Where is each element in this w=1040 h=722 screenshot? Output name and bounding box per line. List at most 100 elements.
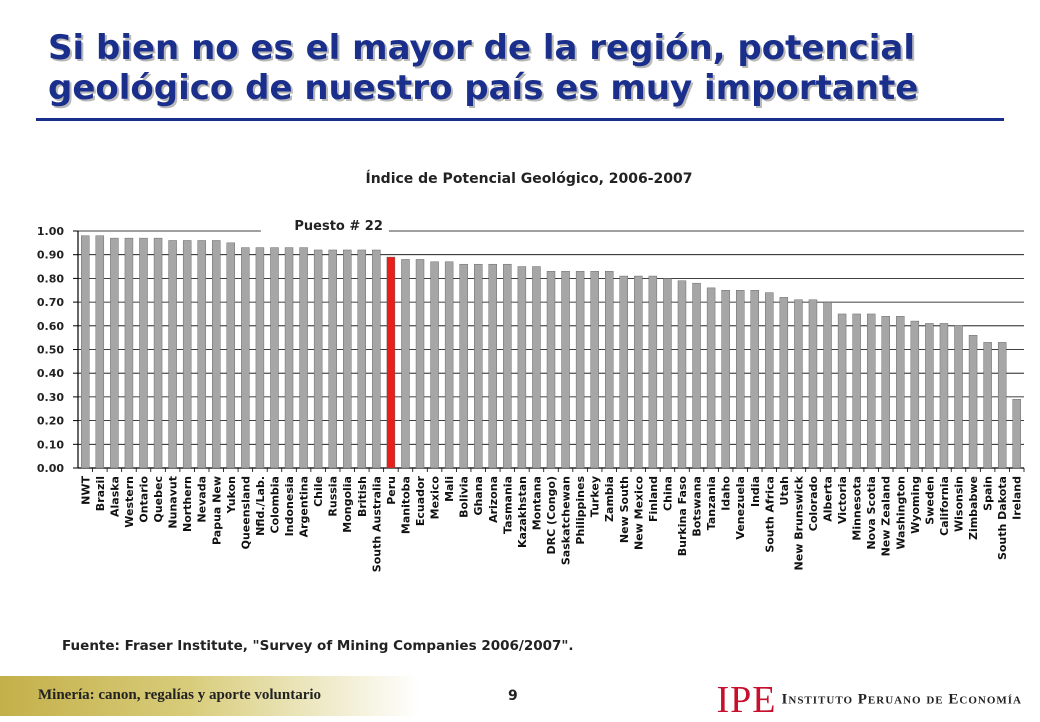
category-label: Finland bbox=[647, 476, 660, 522]
annotation-puesto: Puesto # 22 bbox=[294, 219, 383, 234]
bar bbox=[634, 275, 643, 469]
bar bbox=[474, 263, 483, 469]
bar bbox=[823, 301, 832, 469]
bar bbox=[430, 261, 439, 469]
bar bbox=[139, 237, 148, 469]
bar bbox=[284, 247, 294, 469]
bar bbox=[503, 263, 512, 469]
bar bbox=[459, 263, 468, 469]
category-label: Nunavut bbox=[167, 476, 180, 529]
bar bbox=[212, 240, 221, 469]
bar bbox=[357, 249, 367, 469]
category-label: Minnesota bbox=[851, 476, 864, 541]
y-tick-label: 0.20 bbox=[37, 415, 64, 428]
bar bbox=[328, 249, 337, 469]
bar bbox=[692, 282, 701, 469]
category-label: Colombia bbox=[268, 476, 281, 534]
bar bbox=[896, 316, 905, 469]
bar bbox=[168, 240, 177, 469]
category-label: Victoria bbox=[836, 476, 849, 524]
slide-title: Si bien no es el mayor de la región, pot… bbox=[48, 28, 919, 108]
bar bbox=[81, 235, 90, 469]
y-tick-label: 0.10 bbox=[37, 438, 64, 451]
category-label: Bolivia bbox=[458, 476, 471, 518]
bar bbox=[546, 271, 556, 469]
logo-mark: IPE bbox=[716, 679, 777, 721]
category-label: Nevada bbox=[196, 476, 209, 523]
category-label: Spain bbox=[982, 476, 995, 511]
bar bbox=[619, 275, 628, 469]
bar-chart: NWT Brazil Alaska Western Ontario Quebec Nunav… bbox=[37, 213, 1025, 572]
category-label: Manitoba bbox=[399, 476, 412, 534]
bar bbox=[808, 299, 818, 469]
bar bbox=[794, 299, 803, 469]
bar bbox=[124, 237, 134, 469]
annotation-background bbox=[260, 213, 389, 235]
bar bbox=[313, 249, 323, 469]
category-label: India bbox=[749, 476, 762, 507]
bar bbox=[95, 235, 105, 469]
footer-band bbox=[0, 676, 420, 716]
category-label: Nova Scotia bbox=[865, 476, 878, 550]
category-label: Wisonsin bbox=[953, 476, 966, 532]
category-label: New South bbox=[618, 476, 631, 543]
footer: Minería: canon, regalías y aporte volunt… bbox=[0, 676, 1040, 721]
logo-text: Instituto Peruano de Economía bbox=[781, 691, 1022, 708]
bar bbox=[605, 271, 614, 469]
category-label: Ecuador bbox=[414, 475, 427, 526]
bar bbox=[517, 266, 527, 469]
footer-title: Minería: canon, regalías y aporte volunt… bbox=[38, 687, 322, 703]
category-labels: NWT Brazil Alaska Western Ontario Quebec Nunav… bbox=[79, 475, 1023, 572]
category-label: Washington bbox=[894, 476, 907, 550]
bar-highlight bbox=[386, 256, 396, 469]
category-label: Northern bbox=[181, 476, 194, 532]
bar bbox=[648, 275, 658, 469]
category-label: Indonesia bbox=[283, 476, 296, 536]
bar bbox=[575, 271, 585, 469]
bar bbox=[721, 290, 730, 469]
category-label: NWT bbox=[79, 476, 92, 505]
y-tick-label: 0.50 bbox=[37, 344, 64, 357]
category-label: Peru bbox=[385, 476, 398, 505]
category-label: New Mexico bbox=[632, 476, 645, 550]
category-label: Turkey bbox=[589, 476, 602, 517]
category-label: Idaho bbox=[720, 476, 733, 511]
category-label: Alaska bbox=[108, 476, 121, 517]
bar bbox=[983, 342, 992, 469]
category-label: Philippines bbox=[574, 476, 587, 545]
category-label: Wyoming bbox=[909, 476, 922, 534]
category-label: Tanzania bbox=[705, 476, 718, 530]
bar bbox=[925, 323, 934, 469]
category-label: Venezuela bbox=[734, 476, 747, 540]
bar bbox=[241, 247, 250, 469]
y-tick-label: 0.40 bbox=[37, 367, 64, 380]
bar bbox=[750, 290, 759, 469]
page-number: 9 bbox=[508, 688, 518, 704]
bar bbox=[532, 266, 541, 469]
category-label: New Brunswick bbox=[792, 475, 805, 570]
chart-title: Índice de Potencial Geológico, 2006-2007 bbox=[365, 171, 693, 187]
bar bbox=[852, 313, 861, 469]
category-label: Arizona bbox=[487, 476, 500, 523]
category-label: Queensland bbox=[239, 476, 252, 549]
bar bbox=[299, 247, 308, 469]
bar bbox=[939, 323, 949, 469]
category-label: Western bbox=[123, 476, 136, 528]
bar bbox=[968, 335, 978, 469]
bar bbox=[401, 259, 410, 469]
category-label: Tasmania bbox=[501, 476, 514, 534]
bar bbox=[110, 237, 119, 469]
y-tick-label: 0.70 bbox=[37, 296, 64, 309]
y-tick-label: 0.80 bbox=[37, 272, 64, 285]
category-label: Utah bbox=[778, 476, 791, 505]
bar bbox=[866, 313, 876, 469]
category-label: Alberta bbox=[822, 476, 835, 522]
category-label: South Australia bbox=[370, 476, 383, 572]
category-label: Kazakhstan bbox=[516, 476, 529, 548]
bar bbox=[881, 316, 890, 469]
category-label: Ireland bbox=[1011, 476, 1024, 520]
bar bbox=[372, 249, 381, 469]
bar bbox=[182, 240, 192, 469]
bar bbox=[735, 290, 745, 469]
category-label: Colorado bbox=[807, 476, 820, 532]
